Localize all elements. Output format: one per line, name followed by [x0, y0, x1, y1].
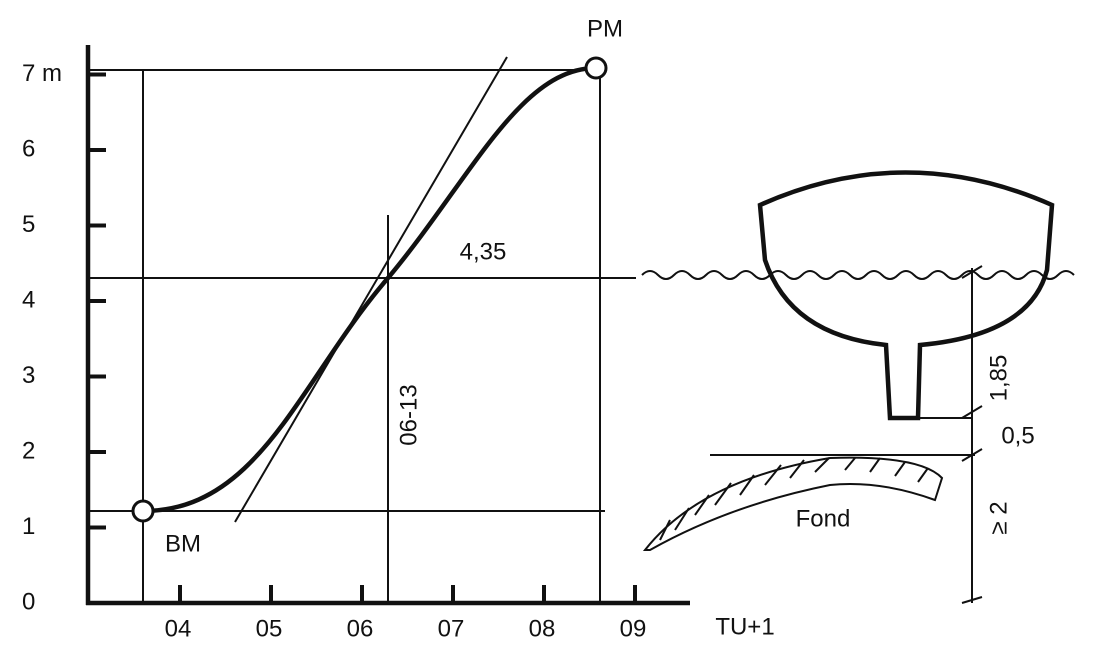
- x-tick-label: 05: [256, 615, 283, 642]
- y-tick-label: 5: [22, 211, 35, 238]
- x-tick-label: 07: [438, 615, 465, 642]
- guides: [88, 56, 636, 603]
- dimension-tick: [961, 596, 983, 604]
- height-label: 4,35: [460, 238, 507, 265]
- x-tick-label: 08: [529, 615, 556, 642]
- y-tick-label: 1: [22, 513, 35, 540]
- dimension-tick: [961, 265, 983, 279]
- depth-label: ≥ 2: [985, 501, 1012, 534]
- boat-hull: [757, 170, 1055, 421]
- seabed-hatching: [659, 457, 929, 541]
- y-tick-label: 6: [22, 135, 35, 162]
- y-tick-label: 7 m: [22, 60, 62, 87]
- low-water-label: BM: [165, 530, 201, 557]
- x-unit-label: TU+1: [715, 613, 774, 640]
- y-tick-label: 0: [22, 588, 35, 615]
- clearance-label: 0,5: [1001, 422, 1034, 449]
- tangent-line: [234, 56, 508, 523]
- dimension-tick: [961, 405, 983, 419]
- draft-label: 1,85: [985, 355, 1012, 402]
- y-tick-label: 3: [22, 362, 35, 389]
- y-tick-label: 4: [22, 286, 35, 313]
- x-tick-label: 04: [165, 615, 192, 642]
- high-water-label: PM: [587, 15, 623, 42]
- time-label: 06-13: [395, 384, 422, 445]
- x-tick-label: 06: [347, 615, 374, 642]
- low-water-point: [131, 499, 155, 523]
- high-water-point: [584, 56, 608, 80]
- tide-curve: [142, 65, 597, 514]
- seabed-label: Fond: [796, 505, 851, 532]
- seabed: [642, 456, 944, 551]
- x-tick-label: 09: [620, 615, 647, 642]
- y-tick-label: 2: [22, 437, 35, 464]
- water-surface: [641, 270, 1075, 280]
